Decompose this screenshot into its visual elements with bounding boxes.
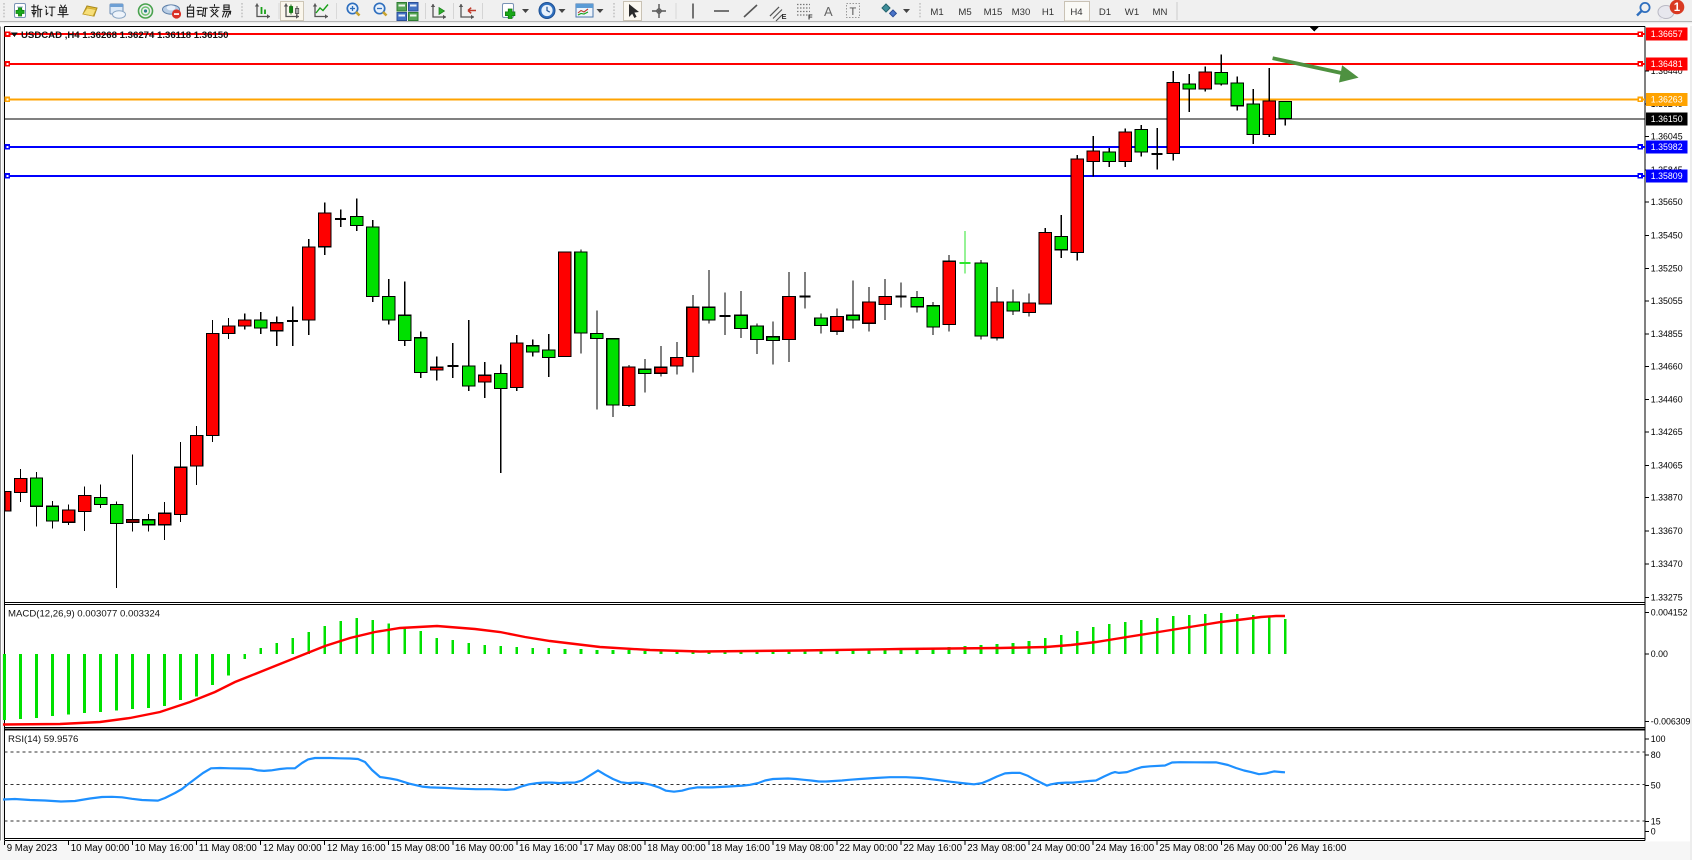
svg-text:T: T [850,6,857,18]
svg-text:1.35450: 1.35450 [1651,230,1683,240]
svg-text:1.35055: 1.35055 [1651,296,1683,306]
svg-text:1.36481: 1.36481 [1651,59,1683,69]
svg-text:MACD(12,26,9) 0.003077 0.00332: MACD(12,26,9) 0.003077 0.003324 [8,609,161,620]
svg-text:1.33470: 1.33470 [1651,559,1683,569]
svg-text:10 May 16:00: 10 May 16:00 [135,843,194,854]
svg-text:H4: H4 [1070,7,1083,18]
svg-text:H1: H1 [1042,7,1054,18]
svg-text:1.33670: 1.33670 [1651,526,1683,536]
svg-text:M5: M5 [958,7,971,18]
svg-text:16 May 16:00: 16 May 16:00 [519,843,578,854]
svg-text:1.34855: 1.34855 [1651,329,1683,339]
svg-text:1.36150: 1.36150 [1651,114,1683,124]
svg-text:RSI(14) 59.9576: RSI(14) 59.9576 [8,734,78,745]
svg-text:15 May 08:00: 15 May 08:00 [391,843,450,854]
svg-text:1.34065: 1.34065 [1651,460,1683,470]
svg-text:0.004152: 0.004152 [1651,608,1688,618]
svg-text:10 May 00:00: 10 May 00:00 [71,843,130,854]
svg-text:D1: D1 [1099,7,1111,18]
svg-text:23 May 08:00: 23 May 08:00 [967,843,1026,854]
svg-text:A: A [824,4,833,19]
svg-text:18 May 00:00: 18 May 00:00 [647,843,706,854]
svg-text:18 May 16:00: 18 May 16:00 [711,843,770,854]
svg-text:MN: MN [1153,7,1168,18]
svg-text:26 May 16:00: 26 May 16:00 [1288,843,1347,854]
svg-text:1.35809: 1.35809 [1651,171,1683,181]
svg-text:1.36263: 1.36263 [1651,94,1683,104]
svg-text:22 May 16:00: 22 May 16:00 [903,843,962,854]
svg-text:M30: M30 [1012,7,1031,18]
svg-text:1.35982: 1.35982 [1651,142,1683,152]
svg-text:25 May 08:00: 25 May 08:00 [1159,843,1218,854]
svg-text:M1: M1 [930,7,943,18]
svg-text:F: F [808,13,813,22]
svg-text:24 May 00:00: 24 May 00:00 [1031,843,1090,854]
svg-text:19 May 08:00: 19 May 08:00 [775,843,834,854]
svg-text:1.36440: 1.36440 [1651,66,1683,76]
svg-text:80: 80 [1651,750,1661,760]
svg-text:15: 15 [1651,817,1661,827]
svg-text:W1: W1 [1125,7,1139,18]
svg-text:1.36657: 1.36657 [1651,29,1683,39]
svg-text:1.34265: 1.34265 [1651,427,1683,437]
svg-text:1.35650: 1.35650 [1651,197,1683,207]
svg-text:9 May 2023: 9 May 2023 [7,843,58,854]
svg-text:1.34660: 1.34660 [1651,362,1683,372]
svg-text:12 May 16:00: 12 May 16:00 [327,843,386,854]
svg-text:1.35250: 1.35250 [1651,264,1683,274]
svg-text:24 May 16:00: 24 May 16:00 [1095,843,1154,854]
svg-text:-0.006309: -0.006309 [1651,717,1691,727]
svg-text:0.00: 0.00 [1651,649,1668,659]
svg-text:0: 0 [1651,827,1656,837]
svg-text:11 May 08:00: 11 May 08:00 [199,843,258,854]
svg-text:1.33275: 1.33275 [1651,592,1683,602]
svg-text:16 May 00:00: 16 May 00:00 [455,843,514,854]
svg-text:50: 50 [1651,781,1661,791]
svg-text:1: 1 [1674,2,1681,14]
svg-text:12 May 00:00: 12 May 00:00 [263,843,322,854]
svg-text:22 May 00:00: 22 May 00:00 [839,843,898,854]
svg-text:26 May 00:00: 26 May 00:00 [1223,843,1282,854]
svg-text:1.33870: 1.33870 [1651,493,1683,503]
svg-text:1.36045: 1.36045 [1651,132,1683,142]
svg-text:17 May 08:00: 17 May 08:00 [583,843,642,854]
svg-text:100: 100 [1651,734,1666,744]
svg-text:E: E [782,12,787,21]
svg-text:USDCAD ,H4 1.36268 1.36274 1.: USDCAD ,H4 1.36268 1.36274 1.36118 1.361… [21,30,228,41]
svg-text:M15: M15 [984,7,1003,18]
svg-text:1.34460: 1.34460 [1651,395,1683,405]
